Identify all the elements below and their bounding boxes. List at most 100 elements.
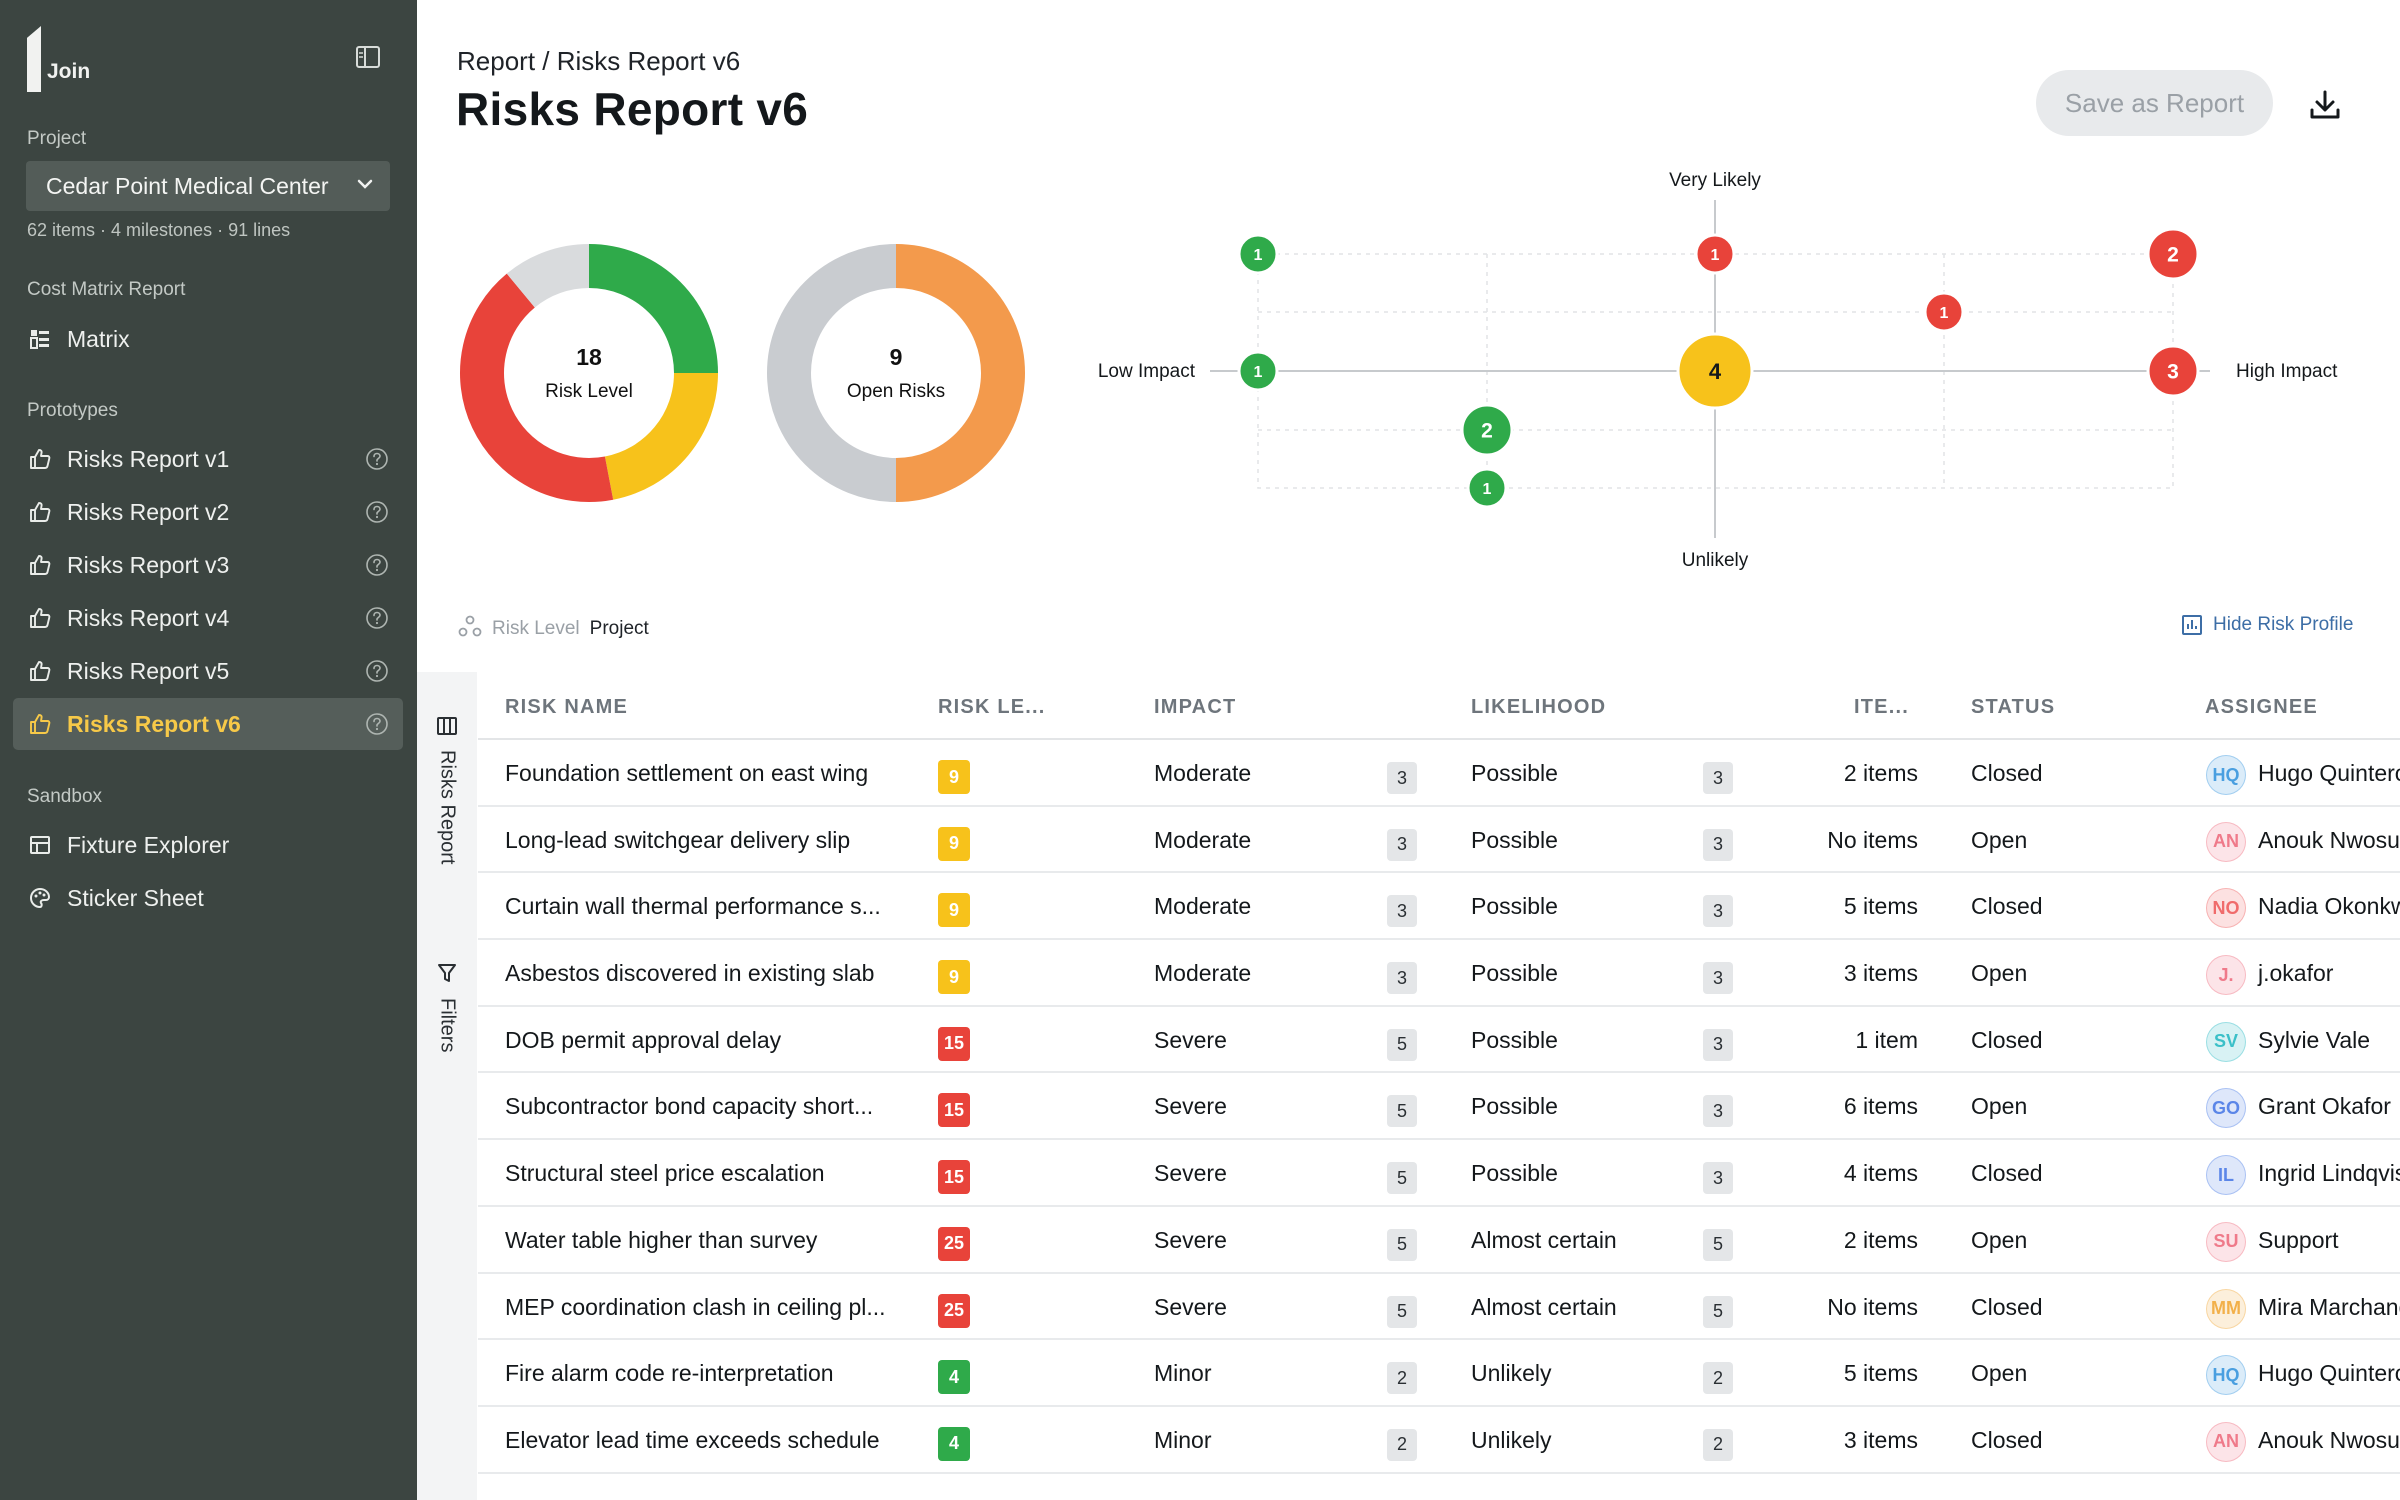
column-header-risk-name[interactable]: RISK NAME [505, 696, 629, 718]
likelihood-score-badge: 3 [1703, 762, 1733, 794]
project-select[interactable]: Cedar Point Medical Center [26, 161, 390, 211]
impact-score-badge: 2 [1387, 1362, 1417, 1395]
help-icon[interactable] [365, 553, 389, 577]
matrix-bubble[interactable]: 1 [1466, 467, 1508, 509]
table-row[interactable]: Curtain wall thermal performance s... 9 Mo… [478, 873, 2400, 941]
download-icon[interactable] [2306, 86, 2344, 124]
likelihood-score-badge: 3 [1703, 1162, 1733, 1195]
impact-score-badge: 3 [1387, 762, 1417, 794]
risk-name-cell: Elevator lead time exceeds schedule [505, 1426, 880, 1453]
sidebar-item-sticker-sheet[interactable]: Sticker Sheet [13, 872, 403, 924]
status-cell: Closed [1971, 893, 2043, 920]
risk-name-cell: Water table higher than survey [505, 1226, 818, 1253]
risks-table: RISK NAME RISK LE... IMPACT LIKELIHOOD I… [478, 672, 2400, 1474]
matrix-bubble[interactable]: 1 [1694, 233, 1736, 275]
impact-cell: Minor [1154, 1426, 1212, 1453]
items-cell[interactable]: 2 items [1843, 760, 1918, 786]
impact-cell: Severe [1154, 1160, 1227, 1187]
donut-segment [895, 244, 1025, 502]
likelihood-cell: Almost certain [1471, 1226, 1617, 1253]
sidebar-item-risks-report-v2[interactable]: Risks Report v2 [13, 486, 403, 538]
tab-risks-report[interactable]: Risks Report [417, 716, 477, 864]
palette-icon [27, 885, 53, 911]
sidebar-item-risks-report-v4[interactable]: Risks Report v4 [13, 592, 403, 644]
table-row[interactable]: Water table higher than survey 25 Severe 5 A… [478, 1207, 2400, 1274]
table-row[interactable]: Fire alarm code re-interpretation 4 Minor 2… [478, 1340, 2400, 1407]
risk-name-cell: Long-lead switchgear delivery slip [505, 826, 851, 853]
project-label: Project [27, 128, 87, 149]
sidebar-item-matrix[interactable]: Matrix [13, 313, 403, 365]
likelihood-cell: Possible [1471, 760, 1558, 786]
sidebar-collapse-icon[interactable] [355, 45, 383, 71]
table-row[interactable]: Asbestos discovered in existing slab 9 Mod… [478, 940, 2400, 1007]
table-row[interactable]: MEP coordination clash in ceiling pl... 2… [478, 1274, 2400, 1341]
matrix-bubble[interactable]: 1 [1237, 350, 1279, 392]
table-row[interactable]: Foundation settlement on east wing 9 Moder… [478, 740, 2400, 807]
tab-filters[interactable]: Filters [417, 962, 477, 1052]
join-logo[interactable]: Join [27, 26, 90, 92]
matrix-bubble[interactable]: 2 [1460, 403, 1514, 457]
sidebar-item-risks-report-v6[interactable]: Risks Report v6 [13, 698, 403, 750]
side-rail: Risks Report Filters [417, 672, 477, 1500]
items-cell[interactable]: 5 items [1843, 893, 1918, 920]
risk-level-badge: 4 [938, 1360, 970, 1395]
matrix-bubble-count: 1 [1711, 247, 1720, 264]
matrix-bubble[interactable]: 4 [1676, 332, 1754, 410]
risk-level-donut [460, 244, 718, 502]
column-header-assignee[interactable]: ASSIGNEE [2205, 696, 2318, 718]
column-header-items[interactable]: ITE... [1854, 696, 1909, 718]
sidebar-item-risks-report-v3[interactable]: Risks Report v3 [13, 539, 403, 591]
items-cell[interactable]: 1 item [1855, 1026, 1918, 1053]
help-icon[interactable] [365, 712, 389, 736]
assignee-name: Grant Okafor [2258, 1093, 2391, 1120]
risk-level-filter[interactable]: Risk Level Project [458, 614, 649, 644]
matrix-bubble-count: 1 [1254, 247, 1263, 264]
hide-risk-profile-button[interactable]: Hide Risk Profile [2181, 614, 2353, 636]
hierarchy-icon [458, 614, 482, 644]
matrix-bubble-circle [1923, 291, 1965, 333]
column-header-status[interactable]: STATUS [1971, 696, 2056, 718]
items-cell[interactable]: 3 items [1843, 960, 1918, 987]
matrix-bubble[interactable]: 3 [2146, 344, 2200, 398]
matrix-bubble[interactable]: 1 [1923, 291, 1965, 333]
sidebar-item-fixture-explorer[interactable]: Fixture Explorer [13, 819, 403, 871]
avatar: J. [2206, 955, 2246, 996]
column-header-risk-level[interactable]: RISK LE... [938, 696, 1046, 718]
table-row[interactable]: Subcontractor bond capacity short... 15 Se… [478, 1073, 2400, 1141]
items-cell[interactable]: No items [1827, 826, 1918, 853]
save-as-report-button[interactable]: Save as Report [2036, 70, 2273, 136]
avatar: SV [2206, 1021, 2246, 1062]
table-row[interactable]: DOB permit approval delay 15 Severe 5 Possib… [478, 1007, 2400, 1074]
help-icon[interactable] [365, 659, 389, 683]
items-cell[interactable]: 5 items [1843, 1360, 1918, 1387]
items-cell[interactable]: 2 items [1843, 1226, 1918, 1253]
sidebar-item-risks-report-v1[interactable]: Risks Report v1 [13, 433, 403, 485]
table-row[interactable]: Long-lead switchgear delivery slip 9 Moder… [478, 807, 2400, 874]
table-row[interactable]: Elevator lead time exceeds schedule 4 Mino… [478, 1407, 2400, 1474]
risk-level-badge: 9 [938, 826, 970, 861]
column-header-impact[interactable]: IMPACT [1154, 696, 1237, 718]
table-row[interactable]: Structural steel price escalation 15 Sever… [478, 1140, 2400, 1207]
help-icon[interactable] [365, 500, 389, 524]
matrix-bubble-circle [2146, 344, 2200, 398]
impact-score-badge: 5 [1387, 1295, 1417, 1328]
items-cell[interactable]: No items [1827, 1293, 1918, 1320]
likelihood-score-badge: 3 [1703, 1095, 1733, 1128]
breadcrumb[interactable]: Report / Risks Report v6 [457, 46, 741, 76]
risk-level-badge: 9 [938, 960, 970, 995]
items-cell[interactable]: 3 items [1843, 1426, 1918, 1453]
matrix-bubble[interactable]: 1 [1237, 233, 1279, 275]
sidebar-item-label: Matrix [67, 325, 130, 352]
column-header-likelihood[interactable]: LIKELIHOOD [1471, 696, 1607, 718]
matrix-bubble[interactable]: 2 [2146, 227, 2200, 281]
matrix-bubble-count: 3 [2167, 361, 2179, 384]
help-icon[interactable] [365, 447, 389, 471]
items-cell[interactable]: 6 items [1843, 1093, 1918, 1120]
impact-score-badge: 2 [1387, 1428, 1417, 1461]
thumbs-up-icon [27, 658, 53, 684]
help-icon[interactable] [365, 606, 389, 630]
likelihood-score-badge: 3 [1703, 962, 1733, 995]
sidebar-item-risks-report-v5[interactable]: Risks Report v5 [13, 645, 403, 697]
risk-name-cell: Structural steel price escalation [505, 1160, 825, 1187]
items-cell[interactable]: 4 items [1843, 1160, 1918, 1187]
